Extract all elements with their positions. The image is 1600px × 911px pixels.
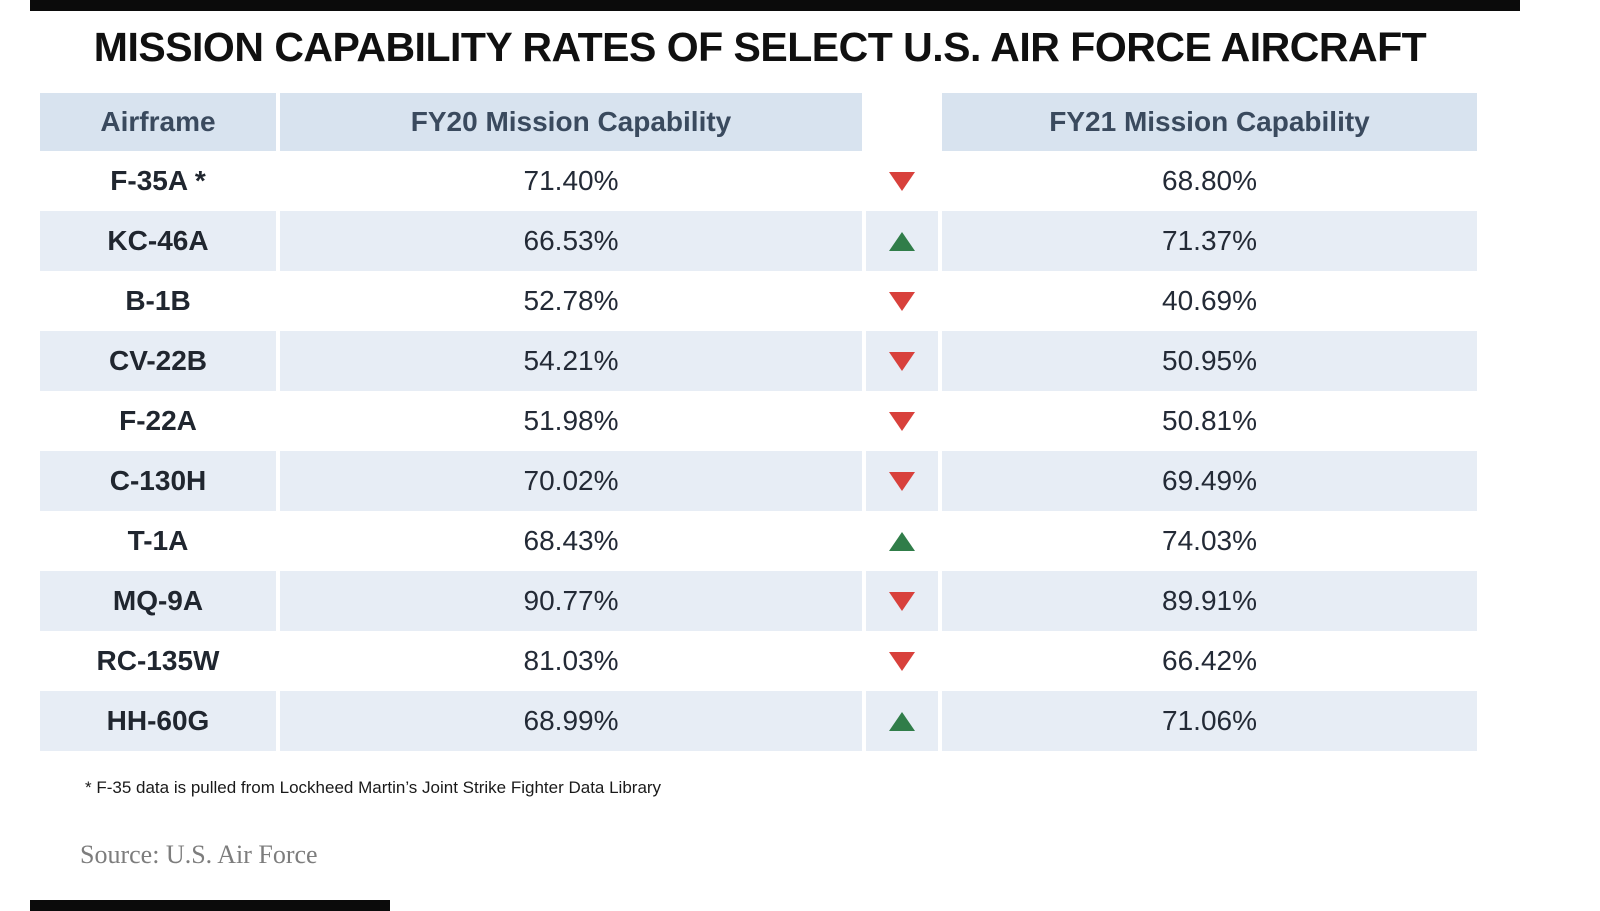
airframe-cell: RC-135W: [40, 631, 276, 691]
top-black-bar: [30, 0, 1520, 11]
fy21-cell: 40.69%: [942, 271, 1477, 331]
fy20-cell: 70.02%: [280, 451, 862, 511]
airframe-cell: HH-60G: [40, 691, 276, 751]
trend-down-icon: [889, 651, 915, 671]
fy20-cell: 68.99%: [280, 691, 862, 751]
trend-down-icon: [889, 171, 915, 191]
table-row: KC-46A 66.53% 71.37%: [40, 211, 1477, 271]
bottom-black-bar: [30, 900, 390, 911]
fy21-cell: 71.37%: [942, 211, 1477, 271]
fy21-cell: 69.49%: [942, 451, 1477, 511]
table-row: C-130H 70.02% 69.49%: [40, 451, 1477, 511]
page-title: MISSION CAPABILITY RATES OF SELECT U.S. …: [93, 24, 1427, 70]
trend-cell: [866, 691, 938, 751]
fy20-cell: 66.53%: [280, 211, 862, 271]
trend-cell: [866, 451, 938, 511]
fy21-cell: 66.42%: [942, 631, 1477, 691]
header-fy20: FY20 Mission Capability: [280, 93, 862, 151]
fy20-cell: 52.78%: [280, 271, 862, 331]
fy21-cell: 89.91%: [942, 571, 1477, 631]
trend-down-icon: [889, 291, 915, 311]
header-airframe: Airframe: [40, 93, 276, 151]
table-row: HH-60G 68.99% 71.06%: [40, 691, 1477, 751]
airframe-cell: F-22A: [40, 391, 276, 451]
fy21-cell: 50.81%: [942, 391, 1477, 451]
trend-down-icon: [889, 591, 915, 611]
trend-up-icon: [889, 531, 915, 551]
fy21-cell: 71.06%: [942, 691, 1477, 751]
fy20-cell: 51.98%: [280, 391, 862, 451]
table-row: B-1B 52.78% 40.69%: [40, 271, 1477, 331]
header-fy21: FY21 Mission Capability: [942, 93, 1477, 151]
footnote: * F-35 data is pulled from Lockheed Mart…: [85, 778, 662, 797]
table-row: T-1A 68.43% 74.03%: [40, 511, 1477, 571]
airframe-cell: F-35A *: [40, 151, 276, 211]
trend-cell: [866, 571, 938, 631]
airframe-cell: KC-46A: [40, 211, 276, 271]
trend-cell: [866, 331, 938, 391]
table-row: CV-22B 54.21% 50.95%: [40, 331, 1477, 391]
table-header-row: Airframe FY20 Mission Capability FY21 Mi…: [40, 93, 1477, 151]
header-trend: [866, 93, 938, 151]
fy21-cell: 74.03%: [942, 511, 1477, 571]
table-body: F-35A * 71.40% 68.80% KC-46A 66.53% 71.3…: [40, 151, 1477, 751]
fy20-cell: 54.21%: [280, 331, 862, 391]
mission-capability-table: Airframe FY20 Mission Capability FY21 Mi…: [40, 93, 1477, 751]
trend-down-icon: [889, 471, 915, 491]
table-row: F-22A 51.98% 50.81%: [40, 391, 1477, 451]
fy20-cell: 68.43%: [280, 511, 862, 571]
fy20-cell: 81.03%: [280, 631, 862, 691]
trend-cell: [866, 631, 938, 691]
fy21-cell: 50.95%: [942, 331, 1477, 391]
airframe-cell: CV-22B: [40, 331, 276, 391]
trend-cell: [866, 151, 938, 211]
trend-down-icon: [889, 411, 915, 431]
airframe-cell: B-1B: [40, 271, 276, 331]
airframe-cell: T-1A: [40, 511, 276, 571]
trend-cell: [866, 511, 938, 571]
trend-down-icon: [889, 351, 915, 371]
fy20-cell: 90.77%: [280, 571, 862, 631]
fy20-cell: 71.40%: [280, 151, 862, 211]
trend-up-icon: [889, 711, 915, 731]
source-credit: Source: U.S. Air Force: [80, 840, 318, 869]
trend-cell: [866, 271, 938, 331]
airframe-cell: C-130H: [40, 451, 276, 511]
table-row: F-35A * 71.40% 68.80%: [40, 151, 1477, 211]
trend-cell: [866, 211, 938, 271]
table-row: RC-135W 81.03% 66.42%: [40, 631, 1477, 691]
trend-cell: [866, 391, 938, 451]
fy21-cell: 68.80%: [942, 151, 1477, 211]
trend-up-icon: [889, 231, 915, 251]
airframe-cell: MQ-9A: [40, 571, 276, 631]
table-row: MQ-9A 90.77% 89.91%: [40, 571, 1477, 631]
